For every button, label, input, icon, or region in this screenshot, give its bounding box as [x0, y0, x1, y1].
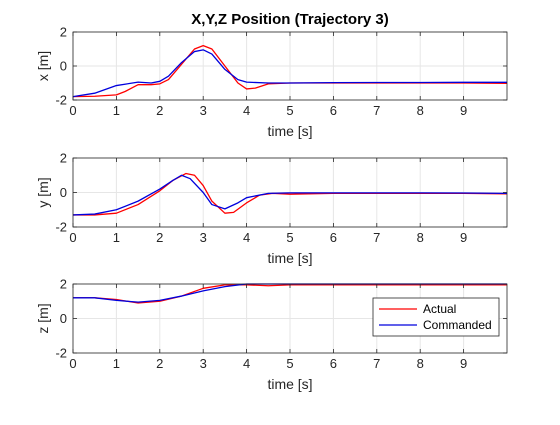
y-tick-label: -2	[55, 93, 67, 108]
x-tick-label: 4	[243, 356, 250, 371]
x-tick-label: 2	[156, 230, 163, 245]
x-axis-label: time [s]	[267, 250, 312, 266]
x-tick-label: 3	[200, 103, 207, 118]
y-tick-label: 2	[60, 151, 67, 166]
x-tick-label: 4	[243, 230, 250, 245]
x-tick-label: 9	[460, 356, 467, 371]
x-tick-label: 9	[460, 103, 467, 118]
x-tick-label: 0	[69, 230, 76, 245]
y-axis-label: z [m]	[35, 303, 51, 333]
x-tick-label: 8	[417, 230, 424, 245]
x-tick-label: 6	[330, 230, 337, 245]
x-tick-label: 1	[113, 356, 120, 371]
x-tick-label: 0	[69, 103, 76, 118]
y-tick-label: 2	[60, 25, 67, 40]
x-tick-label: 2	[156, 356, 163, 371]
x-tick-label: 7	[373, 356, 380, 371]
series-line-commanded	[72, 49, 507, 98]
y-tick-label: -2	[55, 346, 67, 361]
x-tick-label: 7	[373, 103, 380, 118]
y-tick-label: -2	[55, 220, 67, 235]
x-tick-label: 3	[200, 356, 207, 371]
y-tick-label: 0	[60, 311, 67, 326]
chart-title: X,Y,Z Position (Trajectory 3)	[191, 11, 389, 28]
x-tick-label: 5	[286, 103, 293, 118]
x-tick-label: 8	[417, 103, 424, 118]
legend-box	[372, 297, 500, 337]
series-line-commanded	[72, 174, 508, 216]
x-tick-label: 7	[373, 230, 380, 245]
x-tick-label: 2	[156, 103, 163, 118]
x-tick-label: 9	[460, 230, 467, 245]
x-tick-label: 4	[243, 103, 250, 118]
x-tick-label: 1	[113, 103, 120, 118]
x-tick-label: 1	[113, 230, 120, 245]
y-tick-label: 0	[60, 185, 67, 200]
x-tick-label: 3	[200, 230, 207, 245]
x-tick-label: 0	[69, 356, 76, 371]
y-tick-label: 2	[60, 277, 67, 292]
y-axis-label: y [m]	[35, 177, 51, 207]
x-tick-label: 5	[286, 230, 293, 245]
x-tick-label: 8	[417, 356, 424, 371]
x-axis-label: time [s]	[267, 123, 312, 139]
x-tick-label: 6	[330, 356, 337, 371]
legend: Actual Commanded	[372, 297, 500, 337]
x-tick-label: 6	[330, 103, 337, 118]
legend-entry-actual: Actual	[423, 302, 456, 316]
y-axis-label: x [m]	[35, 51, 51, 81]
x-tick-label: 5	[286, 356, 293, 371]
y-tick-label: 0	[60, 59, 67, 74]
legend-entry-commanded: Commanded	[423, 318, 492, 332]
x-axis-label: time [s]	[267, 376, 312, 392]
